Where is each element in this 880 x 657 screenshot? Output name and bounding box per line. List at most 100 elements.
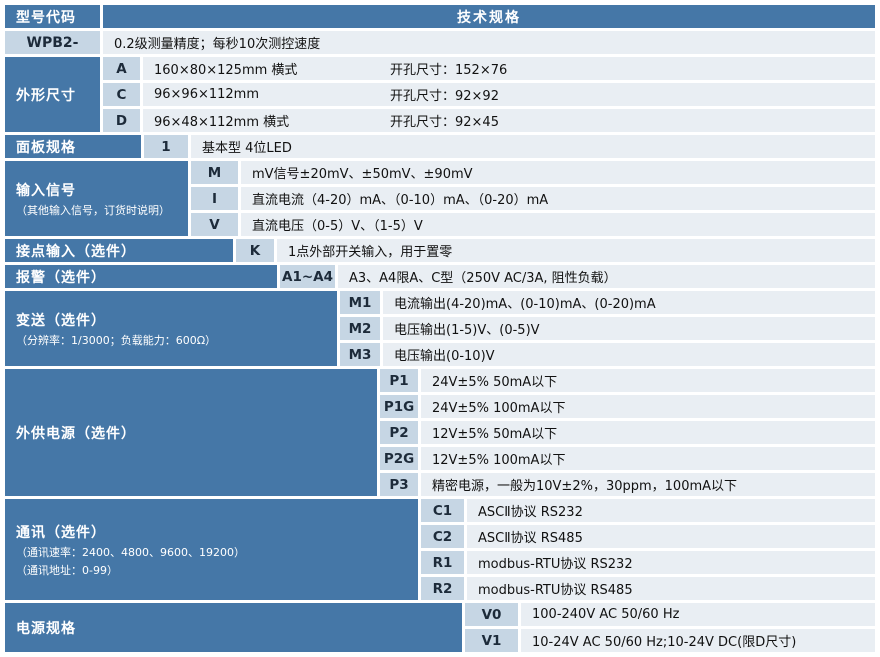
table-row: P1G 24V±5% 100mA以下 (380, 395, 875, 418)
spec-cell: 电压输出(0-10)V (383, 343, 875, 366)
code-cell: C1 (421, 499, 464, 522)
code-cell: P3 (380, 473, 418, 496)
spec-cell: ASCⅡ协议 RS485 (467, 525, 875, 548)
table-row: V1 10-24V AC 50/60 Hz;10-24V DC(限D尺寸) (465, 629, 875, 652)
header-row: 型号代码 技术规格 (5, 5, 875, 28)
table-row: K 1点外部开关输入，用于置零 (236, 239, 875, 262)
dimensions-label: 外形尺寸 (16, 87, 76, 104)
code-cell: C2 (421, 525, 464, 548)
comm-sublabel-address: （通讯地址：0-99） (16, 563, 118, 577)
spec-cell: 100-240V AC 50/60 Hz (521, 603, 875, 626)
spec-cell: mV信号±20mV、±50mV、±90mV (241, 161, 875, 184)
table-row: D 96×48×112mm 横式 开孔尺寸：92×45 (103, 109, 875, 132)
table-row: M2 电压输出(1-5)V、(0-5)V (340, 317, 875, 340)
table-row: I 直流电流（4-20）mA、（0-10）mA、（0-20）mA (191, 187, 875, 210)
section-transmit: 变送（选件） （分辨率：1/3000；负载能力：600Ω） M1 电流输出(4-… (5, 291, 875, 366)
code-cell: M (191, 161, 238, 184)
code-cell: I (191, 187, 238, 210)
spec-cell: 24V±5% 50mA以下 (421, 369, 875, 392)
code-cell: M1 (340, 291, 380, 314)
section-contact-input: 接点输入（选件） K 1点外部开关输入，用于置零 (5, 239, 875, 262)
ext-power-label-cell: 外供电源（选件） (5, 369, 377, 496)
cutout-size: 开孔尺寸：152×76 (390, 63, 508, 78)
dimension-size: 96×48×112mm 横式 (154, 115, 290, 130)
spec-cell: 12V±5% 50mA以下 (421, 421, 875, 444)
spec-cell: 电流输出(4-20)mA、(0-10)mA、(0-20)mA (383, 291, 875, 314)
panel-label: 面板规格 (16, 139, 76, 156)
power-spec-label-cell: 电源规格 (5, 603, 462, 652)
section-alarm: 报警（选件） A1~A4 A3、A4限A、C型（250V AC/3A, 阻性负载… (5, 265, 875, 288)
code-cell: 1 (144, 135, 188, 158)
code-cell: D (103, 109, 140, 132)
table-row: C1 ASCⅡ协议 RS232 (421, 499, 875, 522)
code-cell: V (191, 213, 238, 236)
spec-cell: 96×48×112mm 横式 开孔尺寸：92×45 (143, 109, 875, 132)
table-row: 1 基本型 4位LED (144, 135, 875, 158)
table-row: V 直流电压（0-5）V、（1-5）V (191, 213, 875, 236)
table-row: R1 modbus-RTU协议 RS232 (421, 551, 875, 574)
input-signal-label-cell: 输入信号 （其他输入信号，订货时说明） (5, 161, 188, 236)
comm-sublabel-baudrate: （通讯速率：2400、4800、9600、19200） (16, 545, 245, 559)
header-model-code-label: 型号代码 (16, 9, 76, 26)
code-cell: C (103, 83, 140, 106)
comm-label-cell: 通讯（选件） （通讯速率：2400、4800、9600、19200） （通讯地址… (5, 499, 418, 600)
table-row: P2G 12V±5% 100mA以下 (380, 447, 875, 470)
header-tech-spec-cell: 技术规格 (103, 5, 875, 28)
alarm-label-cell: 报警（选件） (5, 265, 277, 288)
dimension-size: 96×96×112mm (154, 87, 260, 102)
spec-cell: 10-24V AC 50/60 Hz;10-24V DC(限D尺寸) (521, 629, 875, 652)
table-row: M mV信号±20mV、±50mV、±90mV (191, 161, 875, 184)
table-row: C2 ASCⅡ协议 RS485 (421, 525, 875, 548)
table-row: M1 电流输出(4-20)mA、(0-10)mA、(0-20)mA (340, 291, 875, 314)
contact-input-label-cell: 接点输入（选件） (5, 239, 233, 262)
ext-power-label: 外供电源（选件） (16, 425, 136, 442)
base-model-spec-cell: 0.2级测量精度；每秒10次测控速度 (103, 31, 875, 54)
dimension-size: 160×80×125mm 横式 (154, 63, 298, 78)
base-model-code-cell: WPB2- (5, 31, 100, 54)
code-cell: P2G (380, 447, 418, 470)
spec-cell: 直流电流（4-20）mA、（0-10）mA、（0-20）mA (241, 187, 875, 210)
table-row: P1 24V±5% 50mA以下 (380, 369, 875, 392)
contact-input-label: 接点输入（选件） (16, 243, 136, 260)
table-row: R2 modbus-RTU协议 RS485 (421, 577, 875, 600)
alarm-label: 报警（选件） (16, 269, 106, 286)
code-cell: P1G (380, 395, 418, 418)
table-row: P3 精密电源，一般为10V±2%，30ppm，100mA以下 (380, 473, 875, 496)
spec-cell: ASCⅡ协议 RS232 (467, 499, 875, 522)
transmit-label: 变送（选件） (16, 312, 106, 329)
cutout-size: 开孔尺寸：92×45 (390, 115, 499, 130)
spec-cell: 160×80×125mm 横式 开孔尺寸：152×76 (143, 57, 875, 80)
code-cell: P1 (380, 369, 418, 392)
transmit-sublabel: （分辨率：1/3000；负载能力：600Ω） (16, 333, 217, 347)
table-row: P2 12V±5% 50mA以下 (380, 421, 875, 444)
table-row: C 96×96×112mm 开孔尺寸：92×92 (103, 83, 875, 106)
spec-cell: 1点外部开关输入，用于置零 (277, 239, 875, 262)
transmit-label-cell: 变送（选件） （分辨率：1/3000；负载能力：600Ω） (5, 291, 337, 366)
power-spec-label: 电源规格 (16, 620, 76, 637)
spec-cell: 精密电源，一般为10V±2%，30ppm，100mA以下 (421, 473, 875, 496)
spec-cell: 24V±5% 100mA以下 (421, 395, 875, 418)
table-row: A1~A4 A3、A4限A、C型（250V AC/3A, 阻性负载） (280, 265, 875, 288)
table-row: A 160×80×125mm 横式 开孔尺寸：152×76 (103, 57, 875, 80)
spec-cell: modbus-RTU协议 RS232 (467, 551, 875, 574)
code-cell: R2 (421, 577, 464, 600)
comm-label: 通讯（选件） (16, 524, 106, 541)
spec-cell: 直流电压（0-5）V、（1-5）V (241, 213, 875, 236)
section-comm: 通讯（选件） （通讯速率：2400、4800、9600、19200） （通讯地址… (5, 499, 875, 600)
header-model-code-cell: 型号代码 (5, 5, 100, 28)
code-cell: V1 (465, 629, 518, 652)
section-panel: 面板规格 1 基本型 4位LED (5, 135, 875, 158)
code-cell: K (236, 239, 274, 262)
section-input-signal: 输入信号 （其他输入信号，订货时说明） M mV信号±20mV、±50mV、±9… (5, 161, 875, 236)
code-cell: V0 (465, 603, 518, 626)
spec-cell: 12V±5% 100mA以下 (421, 447, 875, 470)
code-cell: R1 (421, 551, 464, 574)
code-cell: A1~A4 (280, 265, 335, 288)
section-ext-power: 外供电源（选件） P1 24V±5% 50mA以下 P1G 24V±5% 100… (5, 369, 875, 496)
spec-cell: A3、A4限A、C型（250V AC/3A, 阻性负载） (338, 265, 875, 288)
section-dimensions: 外形尺寸 A 160×80×125mm 横式 开孔尺寸：152×76 C 96×… (5, 57, 875, 132)
code-cell: M2 (340, 317, 380, 340)
dimensions-label-cell: 外形尺寸 (5, 57, 100, 132)
section-power-spec: 电源规格 V0 100-240V AC 50/60 Hz V1 10-24V A… (5, 603, 875, 652)
